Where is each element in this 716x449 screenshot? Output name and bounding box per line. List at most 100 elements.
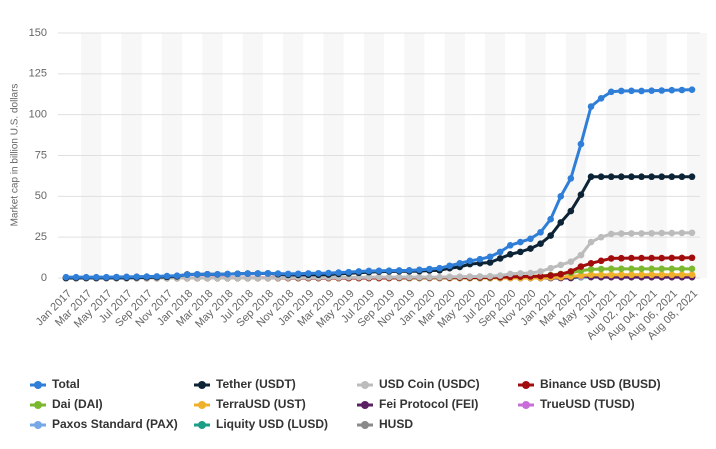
data-point — [628, 87, 635, 95]
data-point — [658, 254, 666, 262]
legend-label: Dai (DAI) — [52, 397, 103, 411]
data-point — [648, 265, 655, 273]
data-point — [618, 265, 625, 273]
data-point — [466, 257, 474, 265]
data-point — [416, 266, 423, 274]
y-tick-label: 100 — [29, 109, 47, 121]
legend-marker — [34, 421, 42, 429]
legend-item[interactable]: Total — [30, 377, 80, 391]
data-point — [385, 267, 393, 274]
data-point — [648, 271, 655, 279]
legend-marker — [522, 401, 530, 409]
legend-item[interactable]: USD Coin (USDC) — [357, 377, 480, 391]
legend-item[interactable]: Binance USD (BUSD) — [518, 377, 661, 391]
legend-marker — [34, 381, 42, 389]
legend-label: Fei Protocol (FEI) — [379, 397, 478, 411]
legend-item[interactable]: TrueUSD (TUSD) — [518, 397, 635, 411]
legend-item[interactable]: TerraUSD (UST) — [194, 397, 306, 411]
data-point — [365, 273, 373, 281]
data-point — [668, 86, 676, 94]
data-point — [618, 271, 625, 279]
legend-marker — [34, 401, 42, 409]
data-point — [587, 266, 595, 273]
data-point — [395, 267, 403, 274]
data-point — [628, 173, 635, 181]
data-point — [264, 274, 272, 282]
data-point — [92, 273, 100, 281]
data-point — [143, 273, 151, 280]
data-point — [153, 273, 161, 280]
data-point — [597, 265, 605, 273]
data-point — [62, 273, 70, 281]
data-point — [628, 230, 635, 237]
data-point — [537, 240, 544, 247]
data-point — [345, 268, 353, 276]
legend-item[interactable]: Tether (USDT) — [194, 377, 296, 391]
legend-label: TerraUSD (UST) — [216, 397, 306, 411]
data-point — [597, 173, 605, 181]
y-tick-label: 50 — [35, 190, 47, 202]
data-point — [103, 273, 110, 281]
data-point — [405, 267, 413, 274]
data-point — [466, 273, 474, 280]
data-point — [557, 193, 565, 200]
data-point — [305, 270, 312, 277]
data-point — [547, 272, 554, 279]
data-point — [517, 270, 524, 277]
data-point — [446, 273, 453, 281]
data-point — [668, 265, 676, 273]
data-point — [658, 271, 666, 279]
data-point — [607, 230, 615, 238]
data-point — [567, 207, 575, 215]
data-point — [618, 230, 625, 237]
data-point — [496, 255, 504, 262]
data-point — [668, 254, 676, 262]
data-point — [577, 191, 585, 198]
data-point — [577, 140, 585, 148]
legend-marker — [361, 381, 369, 389]
data-point — [638, 173, 645, 181]
data-point — [587, 238, 595, 246]
legend-item[interactable]: Fei Protocol (FEI) — [357, 397, 478, 411]
data-point — [496, 272, 504, 279]
data-point — [648, 254, 655, 262]
legend-label: Tether (USDT) — [216, 377, 296, 391]
legend-label: USD Coin (USDC) — [379, 377, 480, 391]
data-point — [688, 86, 696, 93]
data-point — [537, 272, 544, 280]
data-point — [668, 173, 676, 181]
data-point — [527, 235, 534, 243]
data-point — [638, 254, 645, 262]
data-point — [214, 270, 221, 278]
data-point — [274, 270, 282, 277]
data-point — [537, 228, 544, 236]
data-point — [648, 229, 655, 237]
legend-item[interactable]: Dai (DAI) — [30, 397, 103, 411]
legend-item[interactable]: HUSD — [357, 417, 413, 431]
data-point — [456, 260, 464, 267]
data-point — [688, 229, 696, 237]
data-point — [597, 95, 605, 102]
data-point — [294, 270, 302, 278]
legend-item[interactable]: Paxos Standard (PAX) — [30, 417, 178, 431]
data-point — [113, 273, 120, 281]
data-point — [688, 254, 696, 262]
data-point — [82, 273, 90, 281]
data-point — [375, 273, 383, 281]
data-point — [587, 173, 595, 181]
legend-label: TrueUSD (TUSD) — [540, 397, 635, 411]
legend-label: Paxos Standard (PAX) — [52, 417, 178, 431]
data-point — [436, 273, 443, 281]
data-point — [638, 271, 645, 279]
data-point — [607, 265, 615, 273]
data-point — [688, 265, 696, 273]
data-point — [607, 173, 615, 181]
legend-item[interactable]: Liquity USD (LUSD) — [194, 417, 328, 431]
data-point — [607, 88, 615, 96]
data-point — [163, 272, 171, 280]
legend-label: Total — [52, 377, 80, 391]
data-point — [628, 254, 635, 262]
y-tick-label: 75 — [35, 149, 47, 161]
data-point — [395, 273, 403, 281]
y-tick-label: 150 — [29, 27, 47, 39]
